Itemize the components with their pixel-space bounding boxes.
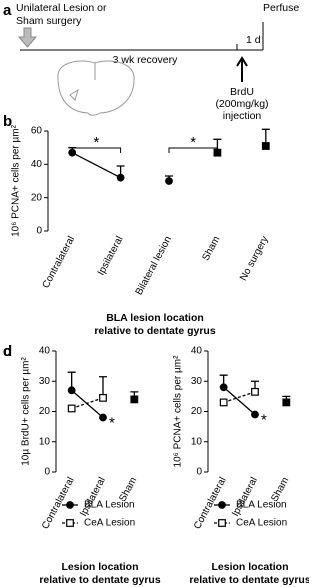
x-tick-label: Contralateral <box>41 234 78 290</box>
y-tick-label: 40 <box>191 346 203 357</box>
panel-label: c <box>3 343 11 360</box>
y-tick-label: 60 <box>31 126 43 137</box>
data-point <box>219 383 228 392</box>
y-axis-label: 10⁶ PCNA+ cells per µm² <box>11 124 22 237</box>
data-point <box>116 173 125 182</box>
x-axis-label: relative to dentate gyrus <box>94 325 216 337</box>
y-tick-label: 20 <box>31 192 43 203</box>
series-line <box>223 391 256 404</box>
significance-star: * <box>109 415 115 432</box>
significance-star: * <box>93 134 99 151</box>
y-axis-label: 10µ BrdU+ cells per µm² <box>21 357 32 466</box>
x-tick-label: Ipsilateral <box>230 475 260 518</box>
y-tick-label: 40 <box>31 159 43 170</box>
y-axis-label: 10⁶ PCNA+ cells per µm² <box>173 355 184 468</box>
x-tick-label: Bilateral lesion <box>134 234 174 297</box>
significance-star: * <box>261 411 267 428</box>
day-label: 1 d <box>246 34 261 46</box>
legend-label: BLA Lesion <box>236 500 287 511</box>
significance-bracket <box>71 147 122 153</box>
legend-label: CeA Lesion <box>84 518 135 529</box>
x-tick-label: Sham <box>200 234 222 262</box>
injection-label: (200mg/kg) <box>215 98 268 110</box>
y-tick-label: 0 <box>36 226 42 237</box>
data-point <box>251 387 259 396</box>
significance-bracket <box>168 147 218 153</box>
y-tick-label: 30 <box>39 376 51 387</box>
data-point <box>261 142 270 150</box>
series-line <box>71 152 121 179</box>
injection-label: BrdU <box>230 86 254 98</box>
panel-label: a <box>3 2 12 19</box>
legend-label: BLA Lesion <box>84 500 135 511</box>
legend-marker <box>218 501 226 509</box>
y-tick-label: 20 <box>39 406 51 417</box>
y-tick-label: 0 <box>44 467 50 478</box>
y-tick-label: 30 <box>191 376 203 387</box>
y-tick-label: 10 <box>39 436 51 447</box>
data-point <box>67 386 76 395</box>
data-point <box>282 398 291 407</box>
data-point <box>219 398 228 407</box>
surgery-arrow <box>17 27 38 48</box>
legend-marker <box>66 519 74 527</box>
data-point <box>165 177 173 185</box>
x-axis-label: relative to dentate gyrus <box>189 574 309 586</box>
panel-label: b <box>3 113 12 130</box>
panel-label: d <box>3 343 12 360</box>
data-point <box>99 413 107 422</box>
y-tick-label: 20 <box>191 406 203 417</box>
x-axis-label: Lesion location <box>61 561 138 573</box>
legend-marker <box>218 519 226 527</box>
figure: a Unilateral Lesion or Sham surgery 3 wk… <box>3 2 309 586</box>
surgery-label: Sham surgery <box>16 15 82 27</box>
y-tick-label: 40 <box>39 346 51 357</box>
y-tick-label: 0 <box>196 467 202 478</box>
y-tick-label: 10 <box>191 436 203 447</box>
injection-label: injection <box>223 110 262 122</box>
series-line <box>223 386 256 416</box>
surgery-label: Unilateral Lesion or <box>16 2 107 14</box>
series-line <box>71 389 104 419</box>
significance-star: * <box>190 134 196 151</box>
series-line <box>71 397 104 410</box>
x-axis-label: BLA lesion location <box>106 312 204 324</box>
data-point <box>130 395 139 404</box>
x-tick-label: Ipsilateral <box>78 475 108 518</box>
data-point <box>99 393 107 402</box>
x-tick-label: Ipsilateral <box>96 234 126 277</box>
x-axis-label: Lesion location <box>211 561 288 573</box>
x-tick-label: No surgery <box>238 234 271 282</box>
legend-marker <box>66 501 74 509</box>
recovery-label: 3 wk recovery <box>113 54 179 66</box>
perfuse-label: Perfuse <box>263 2 299 14</box>
brain-outline <box>57 60 135 116</box>
data-point <box>67 404 76 413</box>
legend-label: CeA Lesion <box>236 518 287 529</box>
data-point <box>251 410 259 419</box>
injection-arrow <box>236 56 248 82</box>
x-axis-label: relative to dentate gyrus <box>39 574 161 586</box>
